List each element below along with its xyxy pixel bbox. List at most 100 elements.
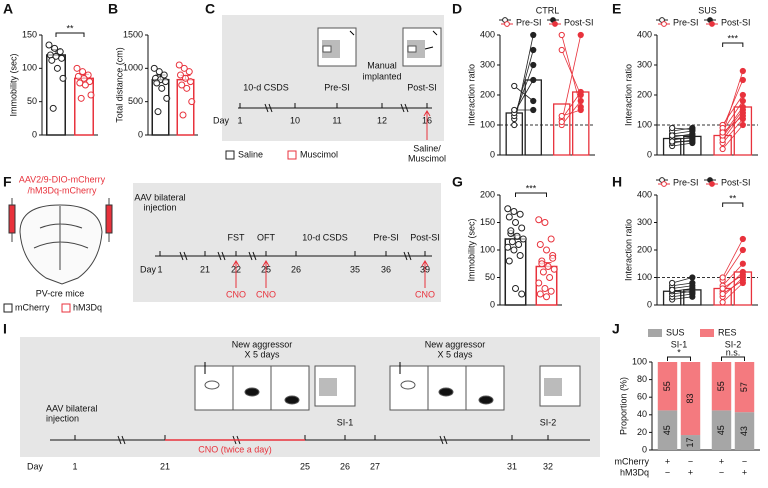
day: 27: [370, 461, 380, 471]
legend-swatch: [287, 150, 297, 160]
data-point: [739, 121, 746, 129]
bar-segment: [680, 362, 701, 436]
data-point: [558, 118, 565, 126]
data-point: [508, 238, 516, 246]
virus: /hM3Dq-mCherry: [27, 185, 97, 195]
legend-marker: [661, 181, 667, 187]
cno: CNO: [226, 289, 246, 299]
cno: CNO: [415, 289, 435, 299]
y-tick-label: 100: [637, 119, 652, 129]
day: 11: [332, 115, 341, 125]
y-tick-label: 150: [22, 29, 37, 39]
row-sign: −: [688, 456, 693, 466]
pair-line: [513, 79, 534, 114]
data-point: [162, 78, 169, 86]
legend-label: Muscimol: [300, 149, 338, 159]
pair-line: [722, 106, 744, 136]
y-tick-label: 50: [27, 96, 37, 106]
data-point: [739, 246, 746, 254]
pair-line: [672, 282, 693, 287]
treatment: Muscimol: [408, 153, 446, 163]
stage-label: 10-d CSDS: [302, 232, 348, 242]
y-tick-label: 400: [637, 189, 652, 199]
row-sign: +: [665, 456, 670, 466]
panel-letter: H: [612, 174, 622, 190]
chart-title: SUS: [698, 5, 717, 15]
arena-icons: [317, 27, 442, 67]
data-point: [558, 112, 565, 120]
significance-bracket: [515, 192, 547, 197]
legend-marker: [552, 21, 558, 27]
pair-line: [672, 142, 693, 147]
legend-label: Post-SI: [564, 17, 594, 27]
protocol-box: [133, 183, 441, 302]
aggressor: X 5 days: [244, 349, 280, 359]
significance-bracket: [667, 356, 691, 361]
data-point: [518, 290, 526, 298]
pair-line: [672, 285, 693, 289]
bar-segment: [711, 410, 732, 450]
value-label: 55: [716, 381, 726, 391]
pair-line: [672, 130, 693, 135]
y-tick-label: 0: [490, 149, 495, 159]
panel-letter: G: [452, 174, 463, 190]
data-point: [739, 67, 746, 75]
stage-label: implanted: [362, 71, 401, 81]
panel-letter: J: [612, 321, 620, 337]
data-point: [87, 91, 95, 99]
data-point: [155, 68, 163, 76]
data-point: [530, 76, 537, 84]
y-tick-label: 200: [637, 89, 652, 99]
data-point: [543, 293, 550, 301]
panel-letter: F: [3, 174, 12, 190]
data-point: [182, 74, 189, 82]
bar-segment: [680, 435, 701, 450]
data-point: [180, 64, 188, 72]
data-point: [544, 263, 552, 270]
y-tick-label: 1500: [123, 29, 143, 39]
cage-icons: [194, 362, 581, 411]
data-point: [689, 126, 696, 133]
aggressor: New aggressor: [425, 339, 486, 349]
y-axis-label: Interaction ratio: [623, 64, 633, 126]
y-tick-label: 300: [637, 217, 652, 227]
data-point: [59, 74, 67, 82]
y-tick-label: 200: [480, 89, 495, 99]
data-point: [739, 97, 746, 105]
y-tick-label: 150: [480, 217, 495, 227]
bar-segment: [657, 410, 678, 450]
data-point: [535, 216, 543, 224]
data-point: [510, 208, 518, 215]
pair-line: [722, 274, 744, 289]
panel-letter: A: [3, 1, 13, 17]
data-point: [689, 289, 696, 296]
bar: [524, 79, 542, 156]
data-point: [49, 104, 57, 112]
data-point: [516, 252, 524, 259]
data-point: [530, 46, 537, 54]
panel-letter: B: [108, 1, 118, 17]
pair-line: [722, 109, 744, 138]
data-point: [547, 287, 555, 295]
row-sign: +: [742, 467, 747, 477]
data-point: [539, 268, 547, 276]
data-point: [505, 257, 513, 265]
y-tick-label: 0: [490, 299, 495, 309]
significance: **: [729, 193, 737, 203]
pair-line: [514, 85, 534, 102]
data-point: [153, 79, 161, 87]
bar-segment: [734, 412, 755, 450]
data-point: [77, 94, 85, 102]
value-label: 57: [739, 382, 749, 392]
data-point: [689, 279, 696, 287]
pair-line: [722, 263, 744, 287]
legend-label: Saline: [238, 149, 263, 159]
legend-marker: [709, 181, 715, 187]
pair-line: [672, 277, 693, 284]
pair-line: [722, 249, 744, 281]
data-point: [179, 111, 187, 119]
data-point: [150, 64, 158, 72]
y-axis-label: Immobility (sec): [466, 218, 476, 281]
data-point: [511, 121, 518, 129]
data-point: [530, 61, 537, 69]
